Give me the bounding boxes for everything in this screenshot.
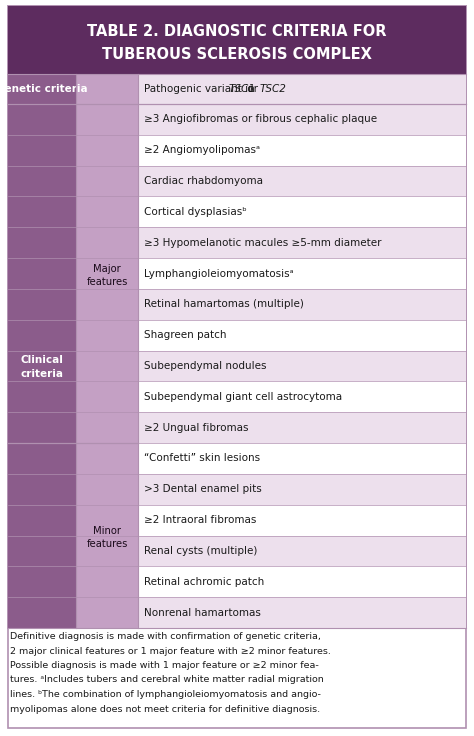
Bar [8, 74, 76, 104]
Bar [138, 567, 466, 597]
Text: Shagreen patch: Shagreen patch [144, 330, 227, 340]
Text: TUBEROUS SCLEROSIS COMPLEX: TUBEROUS SCLEROSIS COMPLEX [102, 47, 372, 63]
Bar [76, 350, 138, 381]
Bar [76, 597, 138, 628]
Bar [138, 412, 466, 443]
Bar [76, 474, 138, 505]
Text: Clinical: Clinical [20, 355, 64, 365]
Bar [76, 227, 138, 258]
Text: Renal cysts (multiple): Renal cysts (multiple) [144, 546, 257, 556]
Bar [76, 166, 138, 197]
Bar [8, 597, 76, 628]
Text: Subependymal giant cell astrocytoma: Subependymal giant cell astrocytoma [144, 392, 342, 402]
Bar [76, 412, 138, 443]
Text: ≥2 Angiomyolipomasᵃ: ≥2 Angiomyolipomasᵃ [144, 145, 260, 155]
Text: TSC2: TSC2 [259, 84, 286, 94]
Bar [8, 412, 76, 443]
Bar [76, 536, 138, 567]
Bar [138, 597, 466, 628]
Text: Retinal hamartomas (multiple): Retinal hamartomas (multiple) [144, 300, 304, 309]
Bar [138, 197, 466, 227]
Bar [76, 443, 138, 474]
Bar [76, 135, 138, 166]
Text: myolipomas alone does not meet criteria for definitive diagnosis.: myolipomas alone does not meet criteria … [10, 704, 320, 713]
Bar [8, 197, 76, 227]
Bar [8, 319, 76, 350]
Bar [138, 166, 466, 197]
Bar [138, 227, 466, 258]
Text: >3 Dental enamel pits: >3 Dental enamel pits [144, 484, 262, 495]
Bar [8, 135, 76, 166]
Text: Possible diagnosis is made with 1 major feature or ≥2 minor fea-: Possible diagnosis is made with 1 major … [10, 661, 319, 670]
Text: Minor: Minor [93, 526, 121, 536]
Text: features: features [86, 539, 128, 548]
Bar [76, 381, 138, 412]
Bar [8, 474, 76, 505]
Bar [8, 443, 76, 474]
Text: Cortical dysplasiasᵇ: Cortical dysplasiasᵇ [144, 207, 247, 217]
Text: TABLE 2. DIAGNOSTIC CRITERIA FOR: TABLE 2. DIAGNOSTIC CRITERIA FOR [87, 24, 387, 39]
Bar [76, 258, 138, 289]
Text: Lymphangioleiomyomatosisᵃ: Lymphangioleiomyomatosisᵃ [144, 269, 293, 278]
Text: tures. ᵃIncludes tubers and cerebral white matter radial migration: tures. ᵃIncludes tubers and cerebral whi… [10, 676, 324, 684]
Bar [8, 381, 76, 412]
Bar [8, 536, 76, 567]
Text: ≥2 Ungual fibromas: ≥2 Ungual fibromas [144, 422, 248, 433]
Text: criteria: criteria [20, 369, 64, 379]
Text: Cardiac rhabdomyoma: Cardiac rhabdomyoma [144, 176, 263, 186]
Bar [138, 258, 466, 289]
Bar [138, 443, 466, 474]
Bar [138, 474, 466, 505]
Text: Genetic criteria: Genetic criteria [0, 84, 88, 94]
Bar [76, 505, 138, 536]
Bar [8, 289, 76, 319]
Text: Retinal achromic patch: Retinal achromic patch [144, 577, 264, 587]
Text: Major: Major [93, 263, 121, 274]
Text: Subependymal nodules: Subependymal nodules [144, 361, 266, 371]
Bar [138, 505, 466, 536]
Text: Nonrenal hamartomas: Nonrenal hamartomas [144, 608, 261, 618]
Bar [138, 536, 466, 567]
Bar [8, 6, 466, 628]
Bar [138, 381, 466, 412]
Bar [76, 567, 138, 597]
Text: features: features [86, 277, 128, 286]
Bar [76, 104, 138, 135]
Bar [8, 6, 466, 74]
Text: ≥3 Angiofibromas or fibrous cephalic plaque: ≥3 Angiofibromas or fibrous cephalic pla… [144, 114, 377, 124]
Text: ≥3 Hypomelanotic macules ≥5-mm diameter: ≥3 Hypomelanotic macules ≥5-mm diameter [144, 238, 382, 248]
Bar [76, 319, 138, 350]
Bar [138, 289, 466, 319]
Bar [76, 289, 138, 319]
Text: Definitive diagnosis is made with confirmation of genetic criteria,: Definitive diagnosis is made with confir… [10, 632, 321, 641]
Bar [76, 74, 138, 104]
Bar [8, 505, 76, 536]
Text: lines. ᵇThe combination of lymphangioleiomyomatosis and angio-: lines. ᵇThe combination of lymphangiolei… [10, 690, 321, 699]
Bar [8, 258, 76, 289]
Text: ≥2 Intraoral fibromas: ≥2 Intraoral fibromas [144, 515, 256, 525]
Text: “Confetti” skin lesions: “Confetti” skin lesions [144, 453, 260, 464]
Text: 2 major clinical features or 1 major feature with ≥2 minor features.: 2 major clinical features or 1 major fea… [10, 646, 331, 656]
Text: or: or [244, 84, 261, 94]
Bar [76, 197, 138, 227]
Bar [138, 74, 466, 104]
Bar [8, 104, 76, 135]
Bar [8, 567, 76, 597]
Text: Pathogenic variant in: Pathogenic variant in [144, 84, 258, 94]
Bar [8, 227, 76, 258]
Bar [138, 104, 466, 135]
Bar [138, 319, 466, 350]
Text: TSC1: TSC1 [228, 84, 255, 94]
Bar [8, 166, 76, 197]
Bar [8, 350, 76, 381]
Bar [138, 135, 466, 166]
Bar [138, 350, 466, 381]
